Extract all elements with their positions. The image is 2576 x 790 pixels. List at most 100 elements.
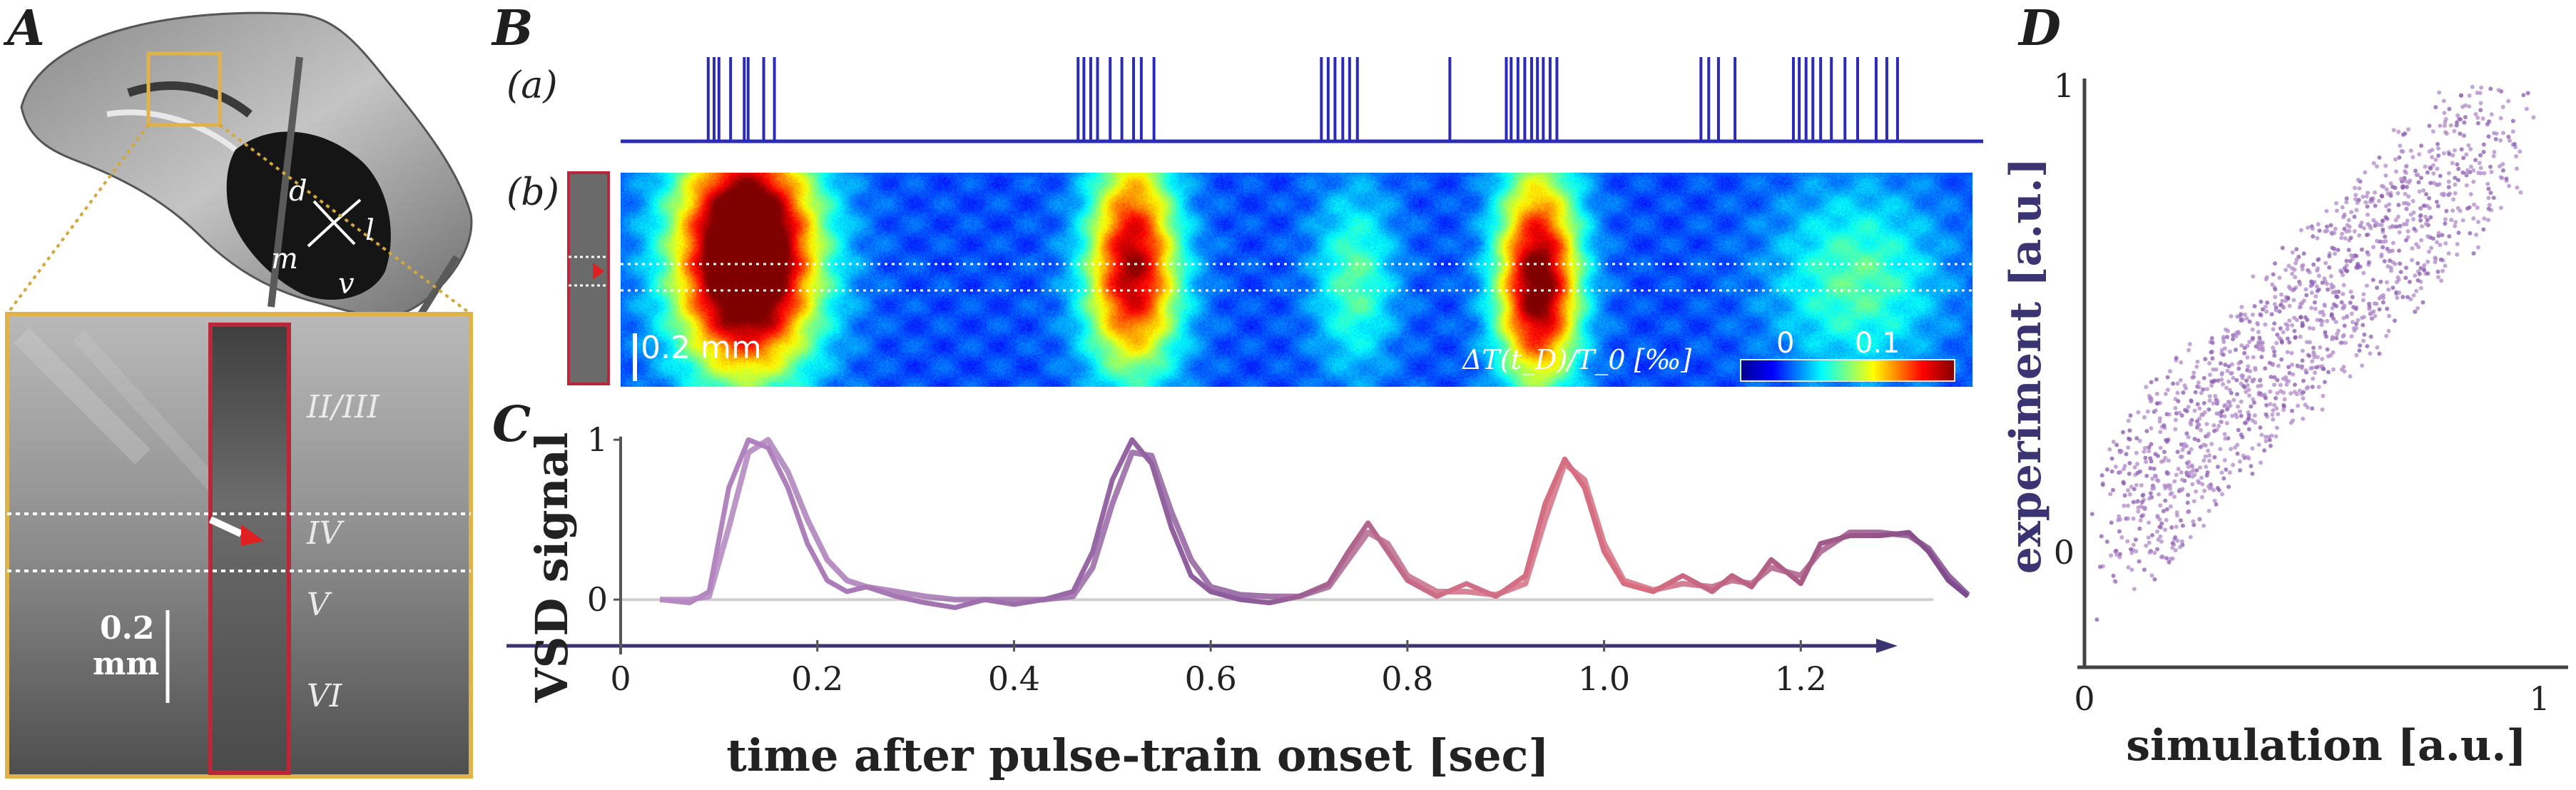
scatter-point bbox=[2363, 170, 2368, 175]
scatter-point bbox=[2194, 468, 2199, 473]
scatter-point bbox=[2122, 467, 2126, 472]
scatter-point bbox=[2286, 365, 2291, 370]
scatter-point bbox=[2315, 318, 2320, 323]
dark-region bbox=[226, 131, 391, 300]
scatter-point bbox=[2159, 554, 2164, 559]
scatter-point bbox=[2418, 206, 2423, 211]
scatter-point bbox=[2391, 240, 2396, 245]
scatter-point bbox=[2387, 313, 2391, 318]
scatter-point bbox=[2149, 573, 2154, 578]
scatter-point bbox=[2134, 549, 2139, 554]
scatter-point bbox=[2386, 249, 2391, 254]
scatter-point bbox=[2224, 467, 2229, 472]
scatter-point bbox=[2200, 482, 2205, 487]
scatter-point bbox=[2449, 218, 2454, 223]
scatter-point bbox=[2207, 453, 2212, 458]
scatter-point bbox=[2213, 394, 2218, 398]
scatter-point bbox=[2350, 320, 2355, 325]
scatter-point bbox=[2267, 437, 2272, 442]
scatter-point bbox=[2251, 397, 2256, 402]
scatter-point bbox=[2135, 470, 2140, 475]
scatter-point bbox=[2333, 251, 2338, 256]
scatter-point bbox=[2344, 196, 2349, 201]
scatter-point bbox=[2261, 348, 2266, 353]
scatter-point bbox=[2247, 340, 2252, 345]
scatter-point bbox=[2383, 203, 2388, 208]
scatter-point bbox=[2257, 344, 2262, 349]
scatter-point bbox=[2300, 300, 2305, 305]
scatter-point bbox=[2287, 303, 2292, 308]
scatter-point bbox=[2242, 350, 2247, 355]
scatter-point bbox=[2344, 200, 2349, 205]
scatter-point bbox=[2427, 123, 2432, 128]
scatter-point bbox=[2419, 143, 2424, 148]
scatter-point bbox=[2280, 298, 2285, 303]
scatter-point bbox=[2435, 269, 2440, 274]
scatter-point bbox=[2339, 236, 2344, 240]
scatter-point bbox=[2418, 285, 2423, 290]
layer-label: IV bbox=[307, 515, 342, 552]
scatter-point bbox=[2386, 208, 2391, 213]
scatter-point bbox=[2430, 129, 2435, 134]
scatter-point bbox=[2375, 345, 2380, 350]
scatter-point bbox=[2157, 419, 2162, 424]
scatter-point bbox=[2108, 492, 2113, 497]
scatter-point bbox=[2501, 168, 2505, 173]
scatter-point bbox=[2190, 375, 2195, 380]
scatter-point bbox=[2524, 106, 2529, 111]
scatter-point bbox=[2354, 208, 2359, 213]
scatter-point bbox=[2353, 193, 2358, 198]
dir-label-l: l bbox=[365, 214, 375, 247]
scatter-point bbox=[2116, 517, 2121, 522]
scatter-point bbox=[2455, 242, 2460, 246]
scatter-point bbox=[2393, 262, 2398, 266]
scatter-point bbox=[2329, 282, 2334, 287]
scatter-point bbox=[2139, 483, 2144, 487]
scatter-point bbox=[2119, 535, 2124, 540]
scatter-point bbox=[2320, 280, 2325, 285]
scatter-point bbox=[2227, 349, 2232, 354]
scatter-point bbox=[2478, 166, 2483, 171]
x-tick-label: 1 bbox=[2529, 679, 2550, 718]
scatter-point bbox=[2406, 295, 2410, 300]
scatter-point bbox=[2507, 183, 2512, 188]
scatter-point bbox=[2134, 500, 2139, 504]
scatter-point bbox=[2380, 218, 2385, 223]
scatter-point bbox=[2467, 93, 2472, 98]
scatter-point bbox=[2361, 226, 2366, 231]
scatter-point bbox=[2192, 408, 2197, 413]
scatter-point bbox=[2180, 523, 2185, 528]
scatter-point bbox=[2357, 233, 2362, 238]
scatter-point bbox=[2211, 423, 2216, 428]
scatter-point bbox=[2298, 282, 2303, 287]
scatter-point bbox=[2168, 369, 2172, 374]
scatter-point bbox=[2401, 186, 2406, 191]
scatter-point bbox=[2179, 477, 2184, 482]
scatter-point bbox=[2192, 437, 2197, 442]
scatter-point bbox=[2216, 378, 2221, 383]
scatter-point bbox=[2262, 448, 2267, 453]
scatter-point bbox=[2401, 222, 2406, 227]
scatter-point bbox=[2212, 498, 2217, 503]
scatter-point bbox=[2158, 534, 2163, 539]
scatter-point bbox=[2226, 379, 2231, 384]
scatter-point bbox=[2481, 150, 2486, 154]
scatter-point bbox=[2422, 268, 2427, 273]
scatter-point bbox=[2195, 359, 2200, 364]
scatter-point bbox=[2388, 258, 2393, 263]
scatter-point bbox=[2488, 164, 2493, 169]
scatter-point bbox=[2343, 236, 2348, 240]
scatter-point bbox=[2353, 197, 2358, 202]
scatter-point bbox=[2121, 480, 2126, 485]
scatter-point bbox=[2460, 170, 2465, 175]
scatter-point bbox=[2259, 299, 2264, 304]
scatter-point bbox=[2204, 422, 2209, 427]
x-tick-label: 0.4 bbox=[988, 659, 1040, 698]
scatter-point bbox=[2257, 335, 2262, 340]
scatter-point bbox=[2186, 405, 2191, 410]
scatter-point bbox=[2311, 326, 2316, 331]
scatter-point bbox=[2377, 351, 2382, 356]
scatter-point bbox=[2403, 265, 2408, 270]
scatter-point bbox=[2486, 218, 2490, 223]
scatter-point bbox=[2473, 112, 2478, 116]
